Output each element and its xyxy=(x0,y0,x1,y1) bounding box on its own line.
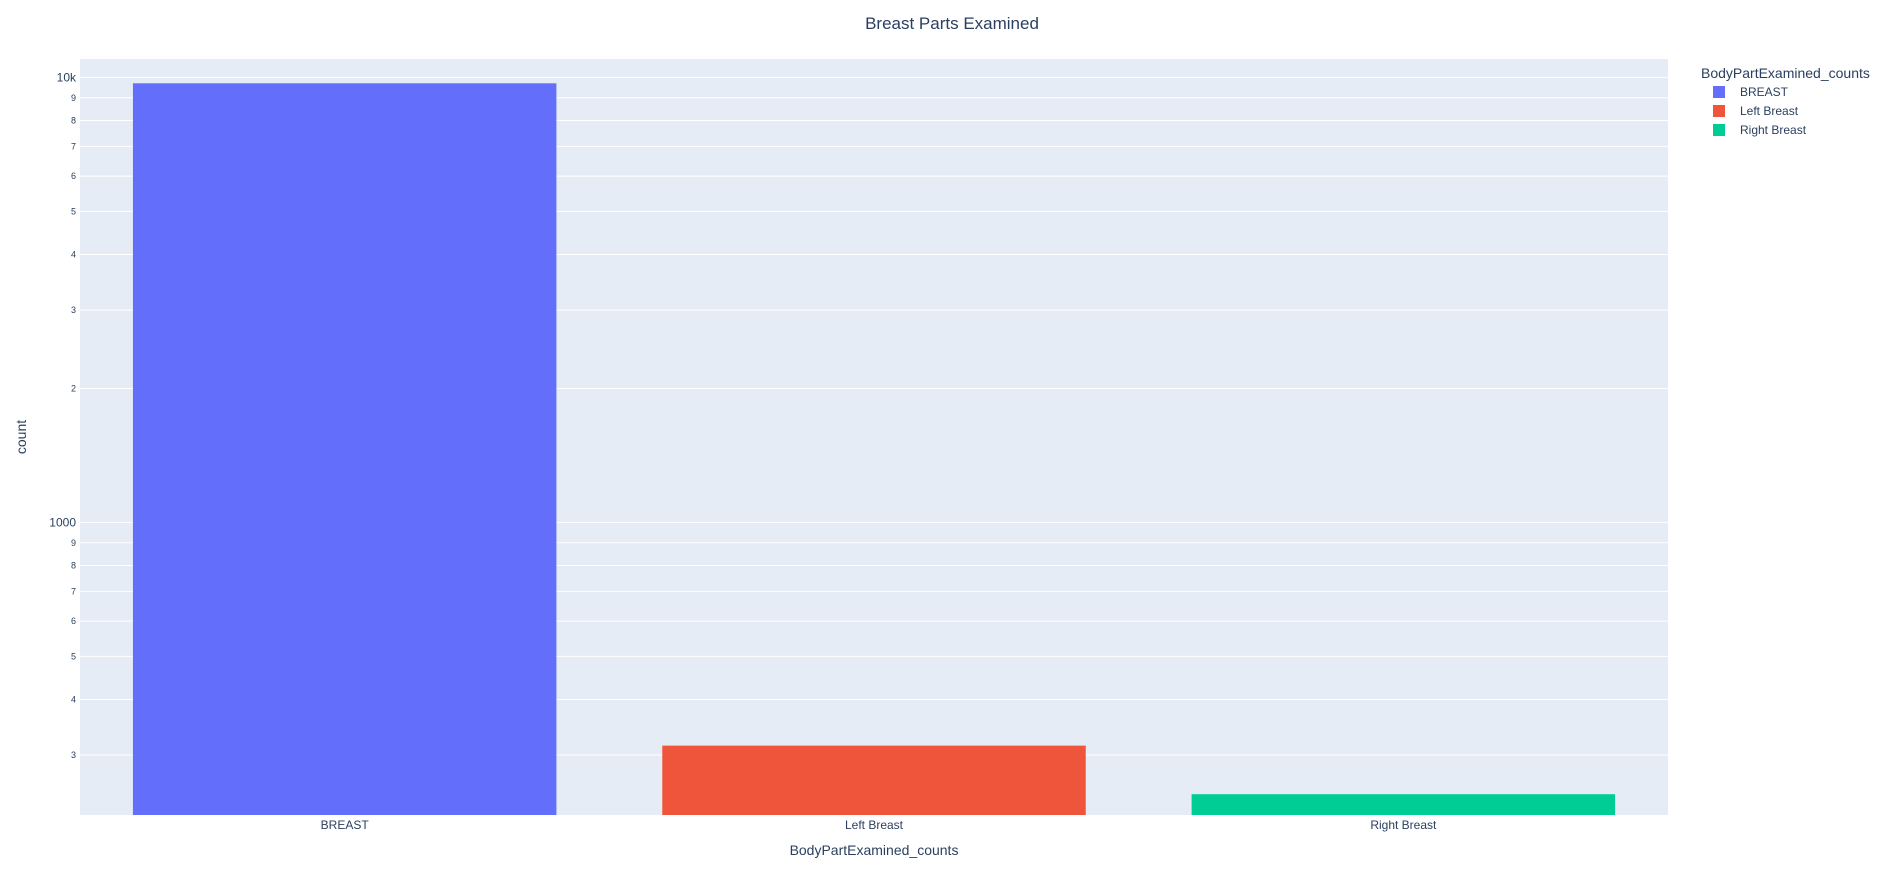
legend-label: Left Breast xyxy=(1740,104,1799,118)
bar-right-breast[interactable] xyxy=(1191,794,1616,815)
y-tick-label: 9 xyxy=(71,538,76,548)
legend-swatch xyxy=(1713,105,1725,117)
y-axis-title: count xyxy=(13,420,29,454)
legend-item-breast[interactable]: BREAST xyxy=(1713,85,1789,99)
y-tick-label: 3 xyxy=(71,750,76,760)
bar-breast[interactable] xyxy=(132,83,557,815)
chart-title: Breast Parts Examined xyxy=(865,14,1039,33)
legend-items: BREAST Left Breast Right Breast xyxy=(1713,85,1807,137)
y-tick-label: 7 xyxy=(71,141,76,151)
y-tick-label: 8 xyxy=(71,116,76,126)
x-tick-label: Left Breast xyxy=(845,818,904,832)
bars xyxy=(132,83,1616,815)
y-tick-label: 10k xyxy=(57,70,77,84)
x-tick-label: BREAST xyxy=(321,818,370,832)
y-tick-label: 5 xyxy=(71,206,76,216)
legend-swatch xyxy=(1713,124,1725,136)
legend-item-right-breast[interactable]: Right Breast xyxy=(1713,123,1807,137)
legend-title: BodyPartExamined_counts xyxy=(1701,65,1870,81)
y-tick-label: 4 xyxy=(71,249,76,259)
y-tick-label: 3 xyxy=(71,305,76,315)
y-tick-label: 8 xyxy=(71,561,76,571)
y-tick-label: 1000 xyxy=(49,515,76,529)
y-tick-label: 6 xyxy=(71,616,76,626)
y-tick-label: 7 xyxy=(71,586,76,596)
legend-label: Right Breast xyxy=(1740,123,1807,137)
legend-swatch xyxy=(1713,86,1725,98)
y-tick-label: 2 xyxy=(71,383,76,393)
y-axis-ticks: 1000 2 3 4 5 6 7 8 9 10k 3 4 5 6 7 8 9 xyxy=(49,70,77,760)
bar-left-breast[interactable] xyxy=(662,745,1086,815)
y-tick-label: 6 xyxy=(71,171,76,181)
y-tick-label: 9 xyxy=(71,93,76,103)
legend-label: BREAST xyxy=(1740,85,1789,99)
legend-item-left-breast[interactable]: Left Breast xyxy=(1713,104,1799,118)
x-tick-label: Right Breast xyxy=(1370,818,1437,832)
x-axis-ticks: BREAST Left Breast Right Breast xyxy=(321,818,1437,832)
y-tick-label: 5 xyxy=(71,651,76,661)
y-tick-label: 4 xyxy=(71,694,76,704)
x-axis-title: BodyPartExamined_counts xyxy=(790,842,959,858)
legend: BodyPartExamined_counts BREAST Left Breas… xyxy=(1701,65,1870,137)
